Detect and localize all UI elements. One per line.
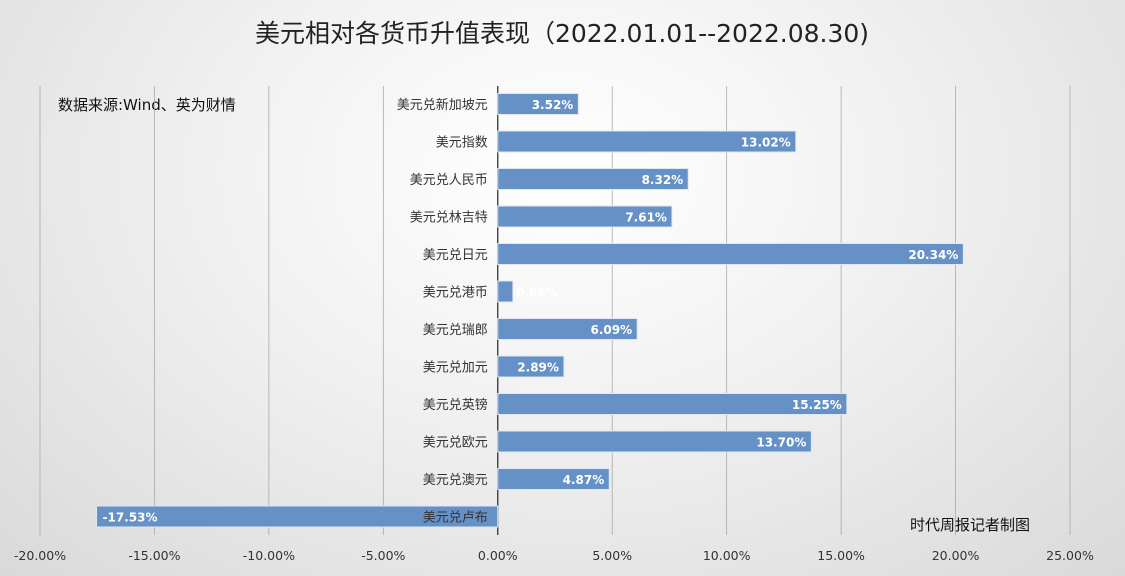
category-label: 美元兑卢布 [423, 510, 488, 526]
x-tick-label: 25.00% [1046, 548, 1094, 563]
x-tick-label: 10.00% [703, 548, 751, 563]
value-label: 0.66% [516, 286, 558, 300]
value-label: -17.53% [103, 511, 158, 525]
value-label: 15.25% [792, 398, 842, 412]
category-label: 美元指数 [436, 136, 488, 151]
category-label: 美元兑澳元 [423, 472, 488, 488]
category-label: 美元兑瑞郎 [423, 323, 488, 338]
x-tick-label: 0.00% [478, 548, 518, 563]
value-label: 7.61% [625, 211, 667, 225]
bar [96, 505, 499, 528]
value-label: 20.34% [908, 248, 958, 262]
bar [497, 430, 812, 453]
x-tick-label: -5.00% [361, 548, 405, 563]
x-tick-label: -20.00% [14, 548, 66, 563]
value-label: 4.87% [563, 473, 605, 487]
value-label: 13.70% [756, 436, 806, 450]
category-label: 美元兑林吉特 [410, 211, 488, 226]
x-tick-label: 5.00% [592, 548, 632, 563]
bar [497, 243, 964, 265]
bar [497, 355, 565, 378]
value-label: 6.09% [591, 323, 633, 337]
source-note: 数据来源:Wind、英为财情 [58, 96, 236, 114]
bar [497, 468, 610, 490]
bar [497, 280, 514, 303]
x-tick-label: -10.00% [243, 548, 295, 563]
value-label: 13.02% [741, 136, 791, 150]
chart-title: 美元相对各货币升值表现（2022.01.01--2022.08.30) [255, 19, 869, 48]
category-label: 美元兑欧元 [423, 436, 488, 451]
category-label: 美元兑人民币 [410, 173, 488, 188]
bar [497, 130, 797, 153]
bar [497, 318, 638, 340]
bar [497, 93, 579, 115]
bar [497, 393, 848, 415]
category-label: 美元兑港币 [423, 286, 488, 301]
category-label: 美元兑加元 [423, 361, 488, 376]
bar [497, 168, 689, 190]
category-label: 美元兑英镑 [423, 397, 488, 413]
category-label: 美元兑日元 [423, 248, 488, 263]
x-tick-label: 15.00% [817, 548, 865, 563]
category-label: 美元兑新加坡元 [397, 97, 488, 113]
x-tick-label: 20.00% [932, 548, 980, 563]
bar [497, 205, 673, 228]
x-tick-label: -15.00% [128, 548, 180, 563]
value-label: 2.89% [517, 361, 559, 375]
value-label: 3.52% [532, 98, 574, 112]
credit-note: 时代周报记者制图 [910, 516, 1030, 534]
value-label: 8.32% [642, 173, 684, 187]
